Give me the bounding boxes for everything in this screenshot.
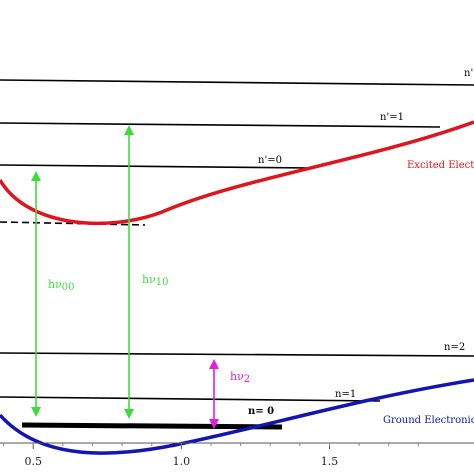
x-tick-label: 1.0 <box>173 455 191 468</box>
excited-level-1-line <box>0 122 441 128</box>
ground-level-2-line <box>0 352 474 357</box>
excited-potential-curve <box>0 120 474 226</box>
ground-level-2-label: n=2 <box>444 342 465 353</box>
excited-curve-label: Excited Electronic <box>407 160 474 171</box>
ground-curve-label: Ground Electronic <box>383 415 474 426</box>
excited-level-top-line <box>0 79 474 86</box>
ground-level-0-line <box>21 422 283 430</box>
hv00-label: hν00 <box>48 278 75 293</box>
ground-level-1-label: n=1 <box>335 389 356 400</box>
x-axis-ticks: 0.5 1.0 1.5 <box>3 443 419 468</box>
excited-minimum-dashed-line <box>0 221 146 226</box>
x-tick-label: 1.5 <box>321 455 339 468</box>
hv10-label: hν10 <box>142 273 169 288</box>
excited-level-0-label: n'=0 <box>258 155 282 166</box>
hv2-label: hν2 <box>230 370 250 385</box>
x-tick-label: 0.5 <box>25 455 43 468</box>
ground-level-1-line <box>0 396 381 402</box>
excited-level-0-line <box>0 164 313 169</box>
ground-level-0-label: n= 0 <box>248 406 274 417</box>
excited-level-1-label: n'=1 <box>380 112 404 123</box>
excited-level-top-label: n'=2 <box>464 68 474 79</box>
